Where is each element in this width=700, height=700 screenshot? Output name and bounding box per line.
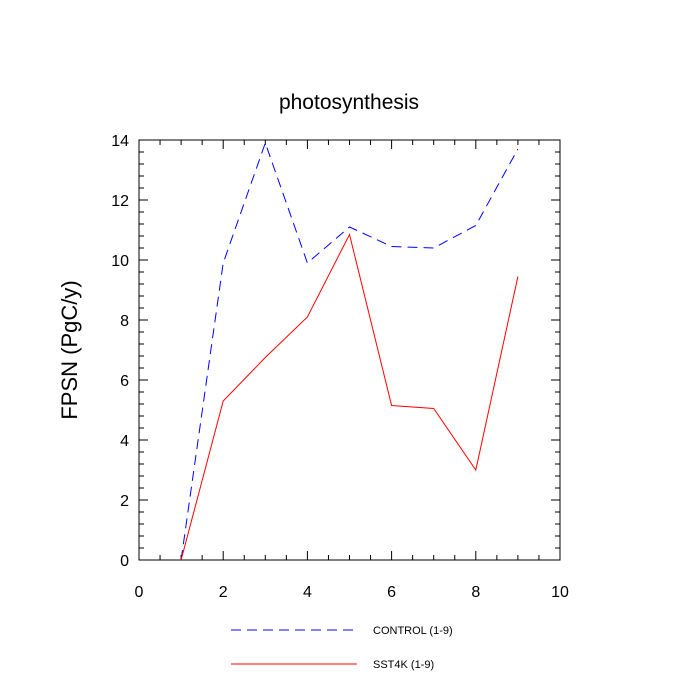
series-lines — [180, 141, 519, 561]
series-line-control — [180, 141, 519, 561]
y-tick-label: 0 — [120, 553, 129, 570]
axis-ticks — [138, 139, 561, 561]
y-tick-label: 8 — [120, 313, 129, 330]
x-tick-label: 0 — [135, 584, 144, 601]
y-tick-label: 6 — [120, 373, 129, 390]
x-tick-label: 2 — [219, 584, 228, 601]
legend-label-control: CONTROL (1-9) — [373, 625, 453, 637]
y-tick-label: 2 — [120, 493, 129, 510]
y-axis-label: FPSN (PgC/y) — [57, 280, 82, 419]
y-tick-label: 12 — [111, 193, 129, 210]
y-tick-label: 14 — [111, 133, 129, 150]
y-tick-labels: 0 2 4 6 8 10 12 14 — [111, 133, 129, 570]
legend-label-sst4k: SST4K (1-9) — [373, 659, 434, 671]
y-tick-label: 4 — [120, 433, 129, 450]
x-tick-labels: 0 2 4 6 8 10 — [135, 584, 569, 601]
chart-title: photosynthesis — [279, 91, 419, 114]
x-tick-label: 10 — [551, 584, 569, 601]
plot-frame — [138, 139, 561, 561]
series-line-sst4k — [180, 233, 519, 561]
legend: CONTROL (1-9) SST4K (1-9) — [231, 625, 453, 671]
x-tick-label: 8 — [471, 584, 480, 601]
x-tick-label: 4 — [303, 584, 312, 601]
y-tick-label: 10 — [111, 253, 129, 270]
x-tick-label: 6 — [387, 584, 396, 601]
